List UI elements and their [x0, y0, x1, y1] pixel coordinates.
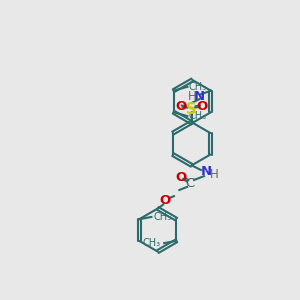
- Text: O: O: [197, 100, 208, 113]
- Text: S: S: [186, 102, 197, 117]
- Text: O: O: [175, 100, 187, 113]
- Text: CH₃: CH₃: [189, 111, 207, 121]
- Text: H: H: [210, 168, 218, 181]
- Text: H: H: [188, 90, 197, 103]
- Text: N: N: [201, 165, 212, 178]
- Text: O: O: [160, 194, 171, 207]
- Text: CH₃: CH₃: [154, 212, 172, 222]
- Text: C: C: [185, 177, 195, 190]
- Text: O: O: [175, 171, 187, 184]
- Text: N: N: [194, 90, 205, 103]
- Text: CH₃: CH₃: [189, 82, 207, 92]
- Text: CH₃: CH₃: [143, 238, 161, 248]
